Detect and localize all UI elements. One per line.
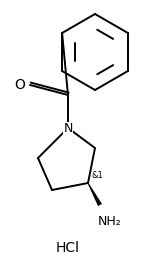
Text: N: N <box>63 122 73 134</box>
Text: HCl: HCl <box>56 241 80 255</box>
Text: O: O <box>14 78 25 92</box>
Text: &1: &1 <box>91 171 103 180</box>
Polygon shape <box>88 183 102 206</box>
Text: NH₂: NH₂ <box>98 215 122 228</box>
